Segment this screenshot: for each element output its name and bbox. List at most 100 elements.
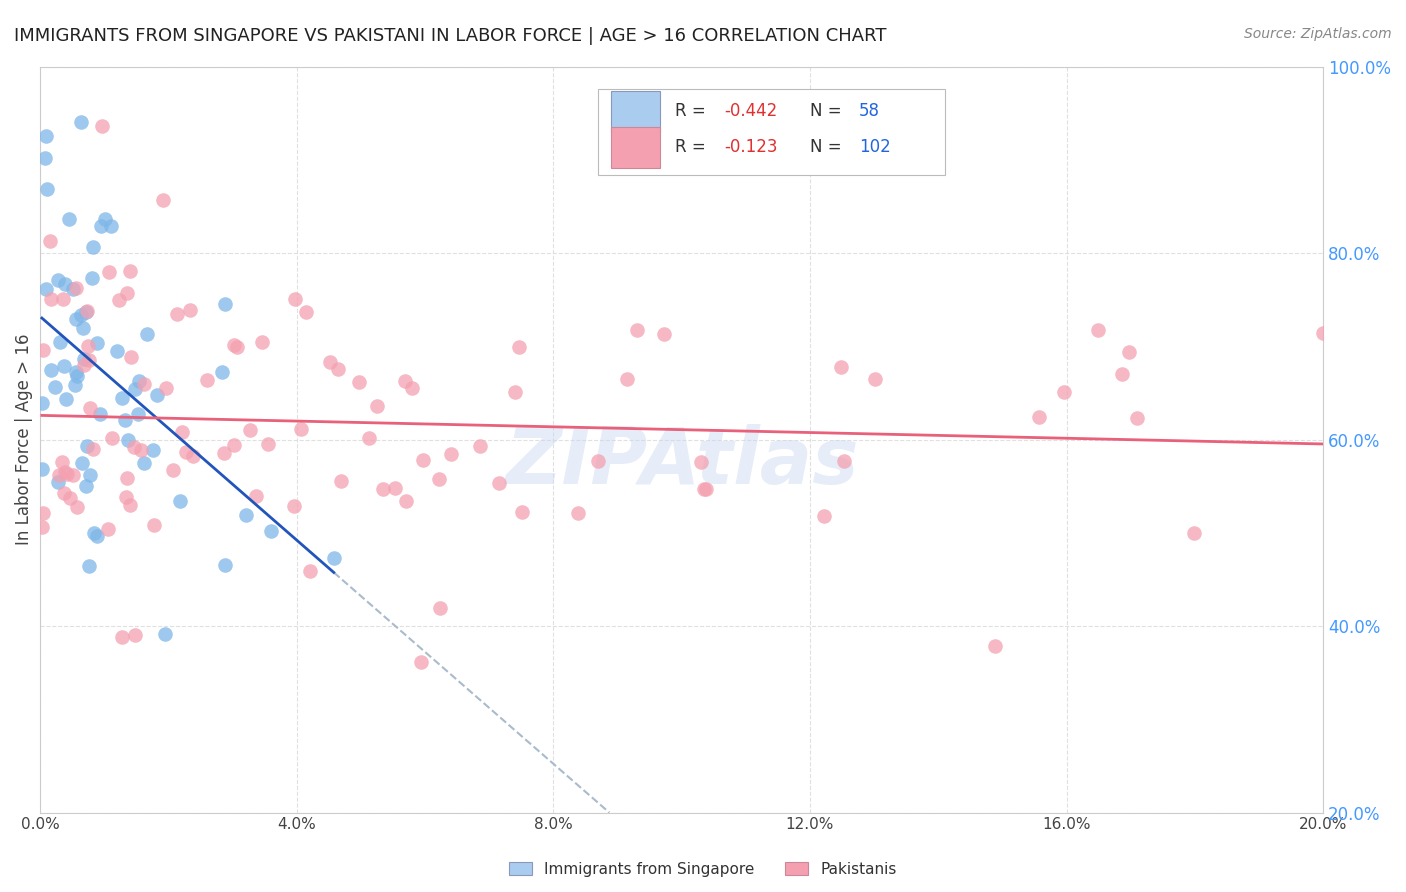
Point bbox=[90, 219, 112, 233]
Point bbox=[101, 431, 124, 445]
Point bbox=[222, 438, 245, 452]
Point bbox=[91, 119, 114, 133]
Point bbox=[77, 559, 100, 574]
Point bbox=[108, 293, 131, 307]
Point bbox=[37, 182, 59, 196]
Point bbox=[586, 454, 609, 468]
Point bbox=[44, 380, 66, 394]
Point bbox=[86, 529, 108, 543]
Point bbox=[66, 500, 89, 515]
Text: Source: ZipAtlas.com: Source: ZipAtlas.com bbox=[1244, 27, 1392, 41]
Point bbox=[235, 508, 257, 523]
Point bbox=[53, 486, 76, 500]
Point bbox=[58, 211, 80, 226]
Point bbox=[49, 334, 72, 349]
Point bbox=[83, 525, 105, 540]
Point bbox=[503, 384, 526, 399]
Point bbox=[179, 302, 201, 317]
Text: 102: 102 bbox=[859, 138, 890, 156]
Point bbox=[394, 374, 416, 388]
Point bbox=[394, 493, 416, 508]
Point bbox=[114, 412, 136, 426]
Point bbox=[290, 422, 312, 436]
Point bbox=[135, 326, 157, 341]
Point bbox=[56, 467, 79, 481]
Point bbox=[39, 363, 62, 377]
Point bbox=[295, 305, 318, 319]
Point bbox=[211, 365, 233, 379]
Text: ZIPAtlas: ZIPAtlas bbox=[505, 424, 858, 500]
Point bbox=[86, 336, 108, 351]
Point bbox=[75, 305, 97, 319]
Point bbox=[1053, 385, 1076, 400]
Point bbox=[34, 151, 56, 165]
Point bbox=[830, 360, 852, 375]
Point bbox=[169, 494, 191, 508]
Point bbox=[46, 273, 69, 287]
Text: R =: R = bbox=[675, 138, 711, 156]
Point bbox=[48, 467, 70, 482]
Point bbox=[652, 327, 675, 342]
Point bbox=[225, 340, 247, 354]
Point bbox=[65, 281, 87, 295]
Point bbox=[1125, 411, 1147, 425]
Point bbox=[616, 372, 638, 386]
Point bbox=[53, 466, 76, 480]
Point bbox=[53, 277, 76, 291]
Point bbox=[347, 375, 370, 389]
Point bbox=[298, 564, 321, 578]
Point bbox=[132, 456, 155, 470]
Point bbox=[401, 382, 423, 396]
Point bbox=[111, 630, 134, 644]
Point bbox=[79, 467, 101, 482]
Point bbox=[70, 115, 93, 129]
Point bbox=[100, 219, 122, 233]
Point bbox=[39, 234, 62, 248]
Point bbox=[172, 425, 194, 440]
Point bbox=[319, 355, 342, 369]
Point bbox=[152, 193, 174, 207]
Point bbox=[412, 453, 434, 467]
Point bbox=[214, 446, 236, 460]
Point bbox=[626, 323, 648, 337]
Point bbox=[97, 522, 120, 536]
Point bbox=[31, 462, 53, 476]
Point bbox=[1312, 326, 1334, 341]
Point bbox=[155, 627, 177, 641]
Point bbox=[122, 441, 145, 455]
Point bbox=[863, 372, 886, 386]
Point bbox=[427, 472, 450, 486]
Point bbox=[181, 449, 204, 463]
Point bbox=[330, 475, 353, 489]
Point bbox=[65, 365, 87, 379]
Point bbox=[322, 551, 344, 566]
Point bbox=[1087, 323, 1109, 337]
Point bbox=[73, 352, 96, 367]
Text: IMMIGRANTS FROM SINGAPORE VS PAKISTANI IN LABOR FORCE | AGE > 16 CORRELATION CHA: IMMIGRANTS FROM SINGAPORE VS PAKISTANI I… bbox=[14, 27, 887, 45]
Point bbox=[73, 358, 96, 372]
Point bbox=[80, 271, 103, 285]
Point bbox=[239, 423, 262, 437]
Point bbox=[124, 382, 146, 396]
Point bbox=[693, 483, 716, 497]
Text: N =: N = bbox=[810, 103, 846, 120]
Point bbox=[128, 374, 150, 388]
Point bbox=[31, 395, 53, 409]
Point bbox=[214, 558, 236, 572]
FancyBboxPatch shape bbox=[612, 91, 659, 132]
Point bbox=[51, 455, 73, 469]
Point bbox=[470, 439, 492, 453]
Point bbox=[695, 482, 717, 496]
Point bbox=[567, 506, 589, 520]
Point bbox=[51, 292, 73, 306]
Text: R =: R = bbox=[675, 103, 711, 120]
Point bbox=[75, 479, 97, 493]
Point bbox=[70, 308, 93, 322]
Point bbox=[111, 391, 134, 405]
Point bbox=[120, 350, 142, 364]
Point bbox=[984, 639, 1007, 653]
Point bbox=[76, 438, 98, 452]
Point bbox=[359, 431, 381, 445]
Point bbox=[142, 443, 165, 458]
Point bbox=[32, 343, 55, 357]
